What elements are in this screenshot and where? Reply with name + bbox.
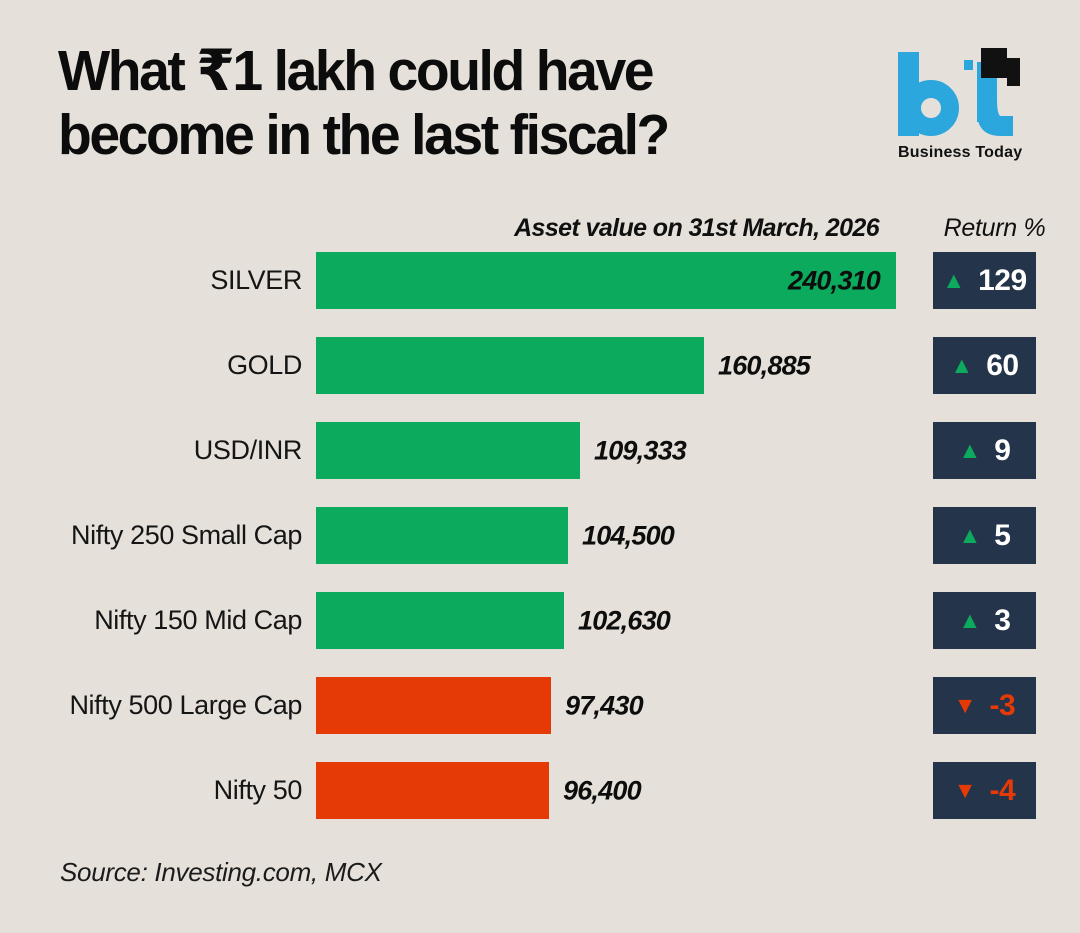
bar-track: 104,500 — [316, 507, 919, 564]
return-value: 3 — [994, 603, 1011, 637]
bar-value-label: 240,310 — [788, 265, 881, 295]
bar-value-label: 102,630 — [578, 605, 671, 635]
chart-row-nifty-500-large-cap: Nifty 500 Large Cap 97,430 ▼ -3 — [60, 677, 1036, 734]
bar — [316, 252, 896, 309]
bar-track: 240,310 — [316, 252, 919, 309]
chart-row-silver: SILVER 240,310 ▲ 129 — [60, 252, 1036, 309]
triangle-down-icon: ▼ — [953, 692, 977, 718]
return-value: 60 — [986, 348, 1019, 382]
bar-value-label: 97,430 — [565, 690, 644, 720]
return-badge: ▲ 129 — [933, 252, 1036, 309]
bar-category-label: Nifty 500 Large Cap — [69, 690, 302, 720]
bar-track: 160,885 — [316, 337, 919, 394]
bar — [316, 337, 704, 394]
bar-category-label: Nifty 150 Mid Cap — [94, 605, 302, 635]
bar-track: 97,430 — [316, 677, 919, 734]
bar-category-label: SILVER — [210, 265, 302, 295]
bar-track: 102,630 — [316, 592, 919, 649]
return-value: -4 — [989, 773, 1016, 807]
bar — [316, 507, 568, 564]
asset-value-header: Asset value on 31st March, 2026 — [514, 214, 880, 242]
bar-value-label: 104,500 — [582, 520, 675, 550]
logo-caption: Business Today — [898, 144, 1023, 161]
triangle-up-icon: ▲ — [950, 352, 974, 378]
bar-category-label: USD/INR — [193, 435, 303, 465]
return-value: 129 — [978, 263, 1027, 297]
return-badge: ▲ 3 — [933, 592, 1036, 649]
bt-logo-icon — [898, 48, 1020, 136]
bar-category-label: Nifty 50 — [213, 775, 303, 805]
bar — [316, 592, 564, 649]
chart-row-usd-inr: USD/INR 109,333 ▲ 9 — [60, 422, 1036, 479]
title-line-1: What ₹1 lakh could have — [58, 39, 655, 103]
chart-row-nifty-150-mid-cap: Nifty 150 Mid Cap 102,630 ▲ 3 — [60, 592, 1036, 649]
return-badge: ▲ 60 — [933, 337, 1036, 394]
triangle-down-icon: ▼ — [953, 777, 977, 803]
source-note: Source: Investing.com, MCX — [60, 857, 382, 887]
triangle-up-icon: ▲ — [958, 437, 982, 463]
bar — [316, 762, 549, 819]
return-badge: ▲ 9 — [933, 422, 1036, 479]
bar-value-label: 109,333 — [594, 435, 687, 465]
chart-header: Asset value on 31st March, 2026 Return % — [60, 210, 1046, 243]
return-value: 5 — [994, 518, 1011, 552]
chart-row-nifty-250-small-cap: Nifty 250 Small Cap 104,500 ▲ 5 — [60, 507, 1036, 564]
bar-track: 109,333 — [316, 422, 919, 479]
return-badge: ▼ -4 — [933, 762, 1036, 819]
bar-category-label: GOLD — [227, 350, 302, 380]
bar-track: 96,400 — [316, 762, 919, 819]
return-value: 9 — [994, 433, 1011, 467]
bar-chart: Asset value on 31st March, 2026 Return %… — [60, 210, 1046, 847]
return-badge: ▲ 5 — [933, 507, 1036, 564]
return-percent-header: Return % — [943, 214, 1046, 242]
triangle-up-icon: ▲ — [942, 267, 966, 293]
return-badge: ▼ -3 — [933, 677, 1036, 734]
business-today-logo: Business Today — [898, 48, 1028, 162]
triangle-up-icon: ▲ — [958, 522, 982, 548]
bar-value-label: 160,885 — [718, 350, 811, 380]
bar-category-label: Nifty 250 Small Cap — [71, 520, 302, 550]
bar-value-label: 96,400 — [563, 775, 642, 805]
chart-row-gold: GOLD 160,885 ▲ 60 — [60, 337, 1036, 394]
triangle-up-icon: ▲ — [958, 607, 982, 633]
page-title: What ₹1 lakh could have become in the la… — [58, 39, 670, 168]
bar — [316, 422, 580, 479]
return-value: -3 — [989, 688, 1016, 722]
title-line-2: become in the last fiscal? — [58, 102, 670, 167]
bar — [316, 677, 551, 734]
chart-row-nifty-50: Nifty 50 96,400 ▼ -4 — [60, 762, 1036, 819]
